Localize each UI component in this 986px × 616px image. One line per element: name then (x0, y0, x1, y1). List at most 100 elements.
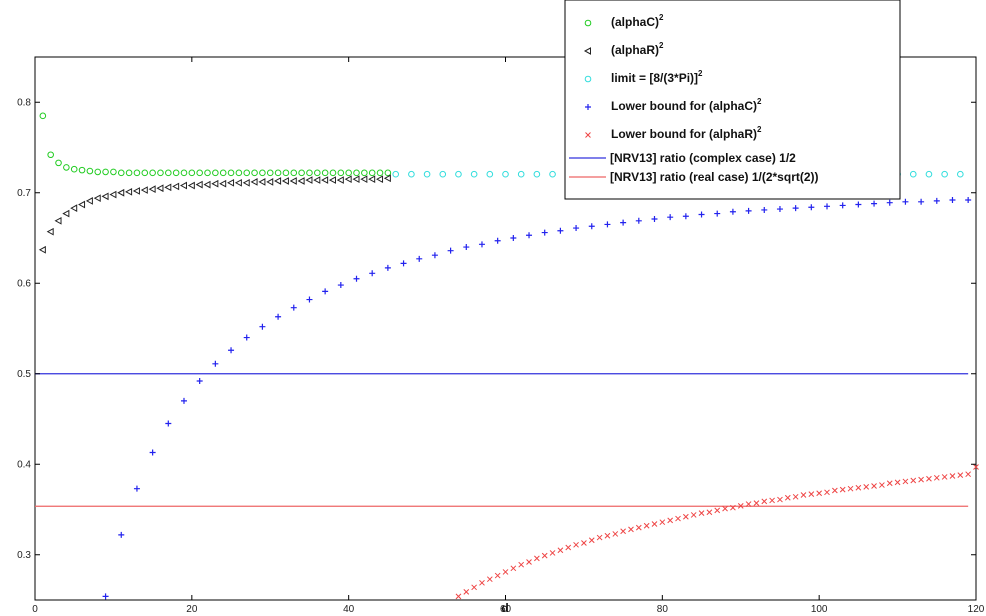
data-point (792, 205, 799, 212)
data-point (470, 170, 478, 178)
data-point (965, 471, 972, 478)
data-point (281, 177, 289, 185)
data-point (259, 323, 266, 330)
data-point (455, 170, 462, 178)
data-point (290, 304, 297, 311)
data-point (360, 175, 368, 184)
data-point (949, 473, 956, 479)
data-point (690, 512, 697, 518)
data-point (392, 170, 400, 178)
x-tick-label: 60 (500, 604, 512, 615)
data-point (102, 593, 109, 600)
data-point (140, 186, 148, 194)
data-point (831, 487, 838, 494)
legend-superscript: 2 (659, 41, 664, 50)
data-point (839, 486, 846, 493)
legend-marker (584, 75, 592, 83)
data-point (345, 169, 352, 177)
data-point (800, 492, 807, 498)
data-point (187, 181, 195, 190)
data-point (620, 219, 627, 226)
data-point (902, 478, 909, 485)
data-point (211, 179, 219, 188)
data-point (620, 528, 626, 535)
data-point (596, 534, 603, 541)
data-point (227, 169, 235, 177)
data-point (337, 169, 345, 177)
series-0 (39, 112, 392, 177)
data-point (761, 498, 768, 505)
data-point (604, 221, 611, 228)
data-point (698, 510, 705, 516)
data-point (706, 509, 713, 516)
data-point (847, 485, 854, 492)
data-point (328, 176, 336, 184)
data-point (149, 449, 156, 456)
legend-label: limit = [8/(3*Pi)]2 (611, 69, 703, 85)
data-point (769, 497, 775, 504)
data-point (39, 112, 47, 120)
data-point (745, 207, 752, 214)
x-tick-label: 40 (343, 604, 355, 615)
data-point (534, 555, 540, 562)
data-point (157, 169, 164, 177)
data-point (376, 169, 384, 177)
data-point (226, 178, 235, 187)
data-point (289, 177, 297, 185)
data-point (549, 550, 556, 556)
data-point (321, 176, 329, 184)
data-point (918, 198, 925, 205)
data-point (344, 175, 352, 184)
data-point (400, 260, 407, 267)
data-point (353, 169, 360, 177)
data-point (78, 166, 86, 174)
y-tick-label: 0.7 (17, 188, 31, 199)
data-point (70, 204, 78, 212)
x-tick-label: 120 (968, 604, 985, 615)
data-point (643, 522, 650, 529)
legend-label: [NRV13] ratio (real case) 1/(2*sqrt(2)) (610, 170, 819, 184)
data-point (423, 170, 431, 178)
data-point (651, 215, 658, 222)
data-point (824, 203, 831, 210)
data-point (369, 270, 376, 277)
data-point (909, 170, 917, 178)
data-point (375, 175, 384, 184)
data-point (777, 496, 783, 503)
data-point (565, 544, 572, 551)
data-point (250, 178, 258, 186)
data-point (683, 513, 689, 520)
data-point (533, 170, 541, 178)
data-point (235, 169, 243, 177)
y-tick-label: 0.5 (17, 369, 31, 380)
data-point (502, 569, 509, 575)
data-point (941, 474, 948, 480)
data-point (486, 576, 493, 583)
data-point (965, 196, 972, 203)
legend-superscript: 2 (757, 125, 762, 134)
axis-ticks: 0 20 40 60 80 100 120 0.3 0.4 0.5 0.6 0.7 0.8 (17, 57, 985, 615)
legend-superscript: 2 (757, 97, 762, 106)
data-point (447, 247, 454, 254)
y-tick-label: 0.6 (17, 278, 31, 289)
data-point (651, 521, 658, 527)
data-point (361, 169, 368, 177)
data-point (125, 188, 133, 196)
data-point (172, 182, 180, 191)
data-point (918, 476, 924, 483)
data-point (463, 589, 470, 595)
data-point (949, 196, 956, 203)
data-point (886, 199, 893, 206)
data-point (604, 532, 611, 539)
data-point (148, 185, 156, 193)
data-point (776, 206, 783, 213)
data-point (78, 200, 86, 209)
data-point (557, 547, 564, 554)
data-point (792, 493, 799, 500)
data-point (526, 559, 532, 565)
x-axis-title: d (501, 601, 508, 615)
data-point (180, 397, 187, 404)
data-point (275, 313, 282, 320)
data-point (714, 210, 721, 217)
